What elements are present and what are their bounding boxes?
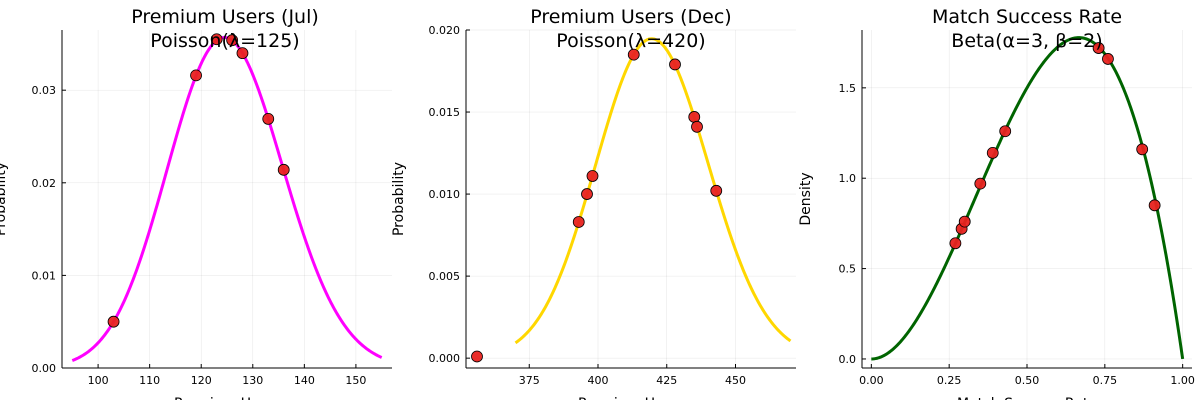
sample-point [627, 48, 640, 61]
sample-point [710, 184, 723, 197]
y-tick-label: 0.01 [32, 269, 57, 282]
sample-point [974, 177, 987, 190]
density-curve [71, 35, 383, 362]
y-tick-label: 0.005 [429, 270, 461, 283]
subplot-3: 0.00 0.25 0.50 0.75 1.00 0.0 0.5 1.0 1.5 Match Su… [798, 6, 1195, 404]
x-tick-label: 0.50 [1015, 374, 1040, 387]
y-tick-label: 0.0 [839, 353, 857, 366]
y-tick-label: 0.015 [429, 106, 461, 119]
subplot-title: Match Success Rate [932, 6, 1122, 28]
x-tick-label: 400 [588, 374, 609, 387]
sample-point [986, 147, 999, 159]
density-curve [870, 36, 1185, 361]
subplot-title: Premium Users (Jul) [131, 6, 319, 28]
sample-point [1092, 42, 1105, 54]
sample-point [669, 58, 681, 71]
y-tick-label: 0.020 [429, 24, 461, 37]
x-tick-label: 130 [242, 374, 263, 387]
y-axis-label: Probability [0, 162, 9, 236]
x-tick-label: 0.00 [859, 374, 884, 387]
sample-point [107, 315, 120, 328]
x-tick-label: 375 [519, 374, 540, 387]
x-tick-label: 0.25 [937, 374, 962, 387]
y-tick-label: 1.0 [839, 172, 857, 185]
sample-point [1102, 53, 1114, 65]
sample-point [277, 163, 290, 176]
subplot-1: 100 110 120 130 140 150 0.00 0.01 0.02 0.03 Premiu… [0, 6, 392, 404]
x-tick-label: 0.75 [1093, 374, 1118, 387]
x-axis-label: Match Success Rate [957, 396, 1097, 400]
x-tick-label: 1.00 [1170, 374, 1195, 387]
y-axis-label: Probability [391, 162, 407, 236]
sample-point [1136, 143, 1149, 156]
sample-point [236, 47, 249, 60]
sample-point [262, 112, 275, 125]
y-tick-label: 0.5 [839, 263, 857, 276]
x-tick-label: 425 [656, 374, 677, 387]
y-tick-label: 0.03 [32, 84, 57, 97]
sample-point [210, 33, 223, 46]
subplot-subtitle: Poisson(λ=125) [150, 30, 299, 52]
subplot-subtitle: Poisson(λ=420) [556, 30, 705, 52]
x-axis-label: Premium Users [578, 396, 684, 400]
y-tick-label: 1.5 [839, 82, 857, 95]
sample-point [949, 237, 962, 250]
sample-point [999, 125, 1012, 138]
subplot-subtitle: Beta(α=3, β=2) [951, 30, 1102, 52]
sample-point [581, 188, 593, 200]
y-tick-label: 0.00 [32, 362, 57, 375]
y-tick-label: 0.010 [429, 188, 461, 201]
x-tick-label: 110 [139, 374, 160, 387]
x-tick-label: 450 [725, 374, 746, 387]
sample-point [586, 170, 599, 182]
sample-point [1148, 199, 1161, 212]
x-tick-label: 120 [191, 374, 212, 387]
x-axis-label: Premium Users [174, 396, 280, 400]
x-tick-label: 150 [345, 374, 366, 387]
y-tick-label: 0.02 [32, 177, 57, 190]
subplot-title: Premium Users (Dec) [530, 6, 731, 28]
sample-point [226, 34, 239, 47]
y-tick-label: 0.000 [429, 352, 461, 365]
sample-point [688, 111, 701, 123]
density-curve [514, 37, 792, 345]
y-axis-label: Density [798, 172, 814, 225]
x-tick-label: 140 [294, 374, 315, 387]
sample-point [190, 69, 202, 82]
subplot-2: 375 400 425 450 0.000 0.005 0.010 0.015 0.020 Pre… [391, 6, 796, 404]
x-tick-label: 100 [88, 374, 109, 387]
sample-point [691, 120, 703, 133]
sample-point [471, 350, 483, 363]
sample-point [958, 215, 971, 228]
sample-point [572, 216, 585, 228]
